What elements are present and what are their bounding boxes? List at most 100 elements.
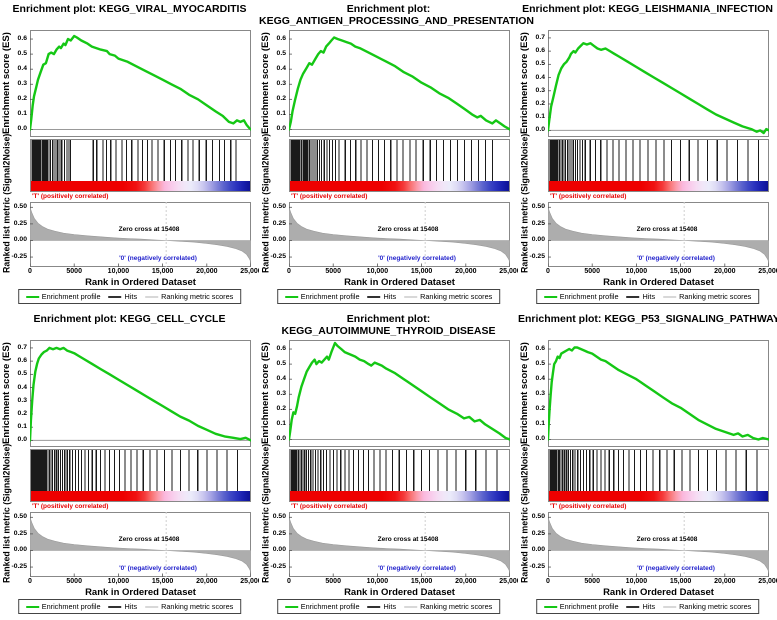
hits-plot xyxy=(290,140,493,181)
es-tick-label: 0.7 xyxy=(535,33,545,41)
enrichment-score-plot xyxy=(289,30,510,137)
es-tick-label: 0.0 xyxy=(535,435,545,443)
es-tick-label: 0.3 xyxy=(276,390,286,398)
enrichment-profile-line-swatch xyxy=(25,605,39,608)
panel-title-line1: Enrichment plot: KEGG_VIRAL_MYOCARDITIS xyxy=(12,3,247,15)
x-tick-label: 25,000 xyxy=(499,268,521,275)
es-tick-label: 0.0 xyxy=(17,125,27,133)
ranking-metric-line-swatch xyxy=(145,295,159,298)
es-plot-border xyxy=(289,30,510,137)
x-tick-label: 10,000 xyxy=(366,578,389,585)
legend-label: Enrichment profile xyxy=(559,602,619,611)
x-tick-label: 0 xyxy=(287,578,291,585)
legend-item-enrichment-profile: Enrichment profile xyxy=(284,292,360,301)
es-tick-label: 0.2 xyxy=(276,95,286,103)
rank-y-tick-labels: 0.50 0.25 0.00 -0.25 xyxy=(530,512,547,577)
rank-metric-plot xyxy=(30,512,251,577)
gsea-enrichment-panel: Enrichment plot: KEGG_VIRAL_MYOCARDITIS … xyxy=(0,0,262,310)
gsea-enrichment-panel: Enrichment plot: KEGG_ANTIGEN_PROCESSING… xyxy=(259,0,534,310)
es-tick-label: 0.2 xyxy=(276,405,286,413)
hits-line-swatch xyxy=(626,605,640,608)
x-axis-label: Rank in Ordered Dataset xyxy=(344,587,455,598)
legend-item-ranking-metric: Ranking metric scores xyxy=(663,602,751,611)
x-tick-label: 20,000 xyxy=(714,578,736,585)
x-tick-labels: 0 5000 10,000 15,000 20,000 25,000 xyxy=(287,268,521,277)
rank-metric-area xyxy=(289,517,510,573)
rank-tick-label: 0.00 xyxy=(272,236,286,244)
es-tick-label: 0.6 xyxy=(535,345,545,353)
es-tick-label: 0.1 xyxy=(276,110,286,118)
legend: Enrichment profile Hits Ranking metric s… xyxy=(276,599,501,614)
legend-label: Enrichment profile xyxy=(41,292,101,301)
rank-tick-label: 0.25 xyxy=(531,219,545,227)
ranking-metric-line-swatch xyxy=(663,605,677,608)
x-tick-label: 15,000 xyxy=(151,578,174,585)
legend-item-enrichment-profile: Enrichment profile xyxy=(543,292,619,301)
rank-tick-label: 0.50 xyxy=(531,513,545,521)
rank-tick-label: 0.00 xyxy=(531,236,545,244)
es-y-tick-labels: 0.0 0.1 0.2 0.3 0.4 0.5 0.6 0.7 xyxy=(530,30,547,137)
legend-item-ranking-metric: Ranking metric scores xyxy=(145,292,233,301)
enrichment-score-plot xyxy=(30,30,251,137)
legend-item-ranking-metric: Ranking metric scores xyxy=(404,292,492,301)
es-tick-label: 0.1 xyxy=(535,113,545,121)
es-tick-label: 0.4 xyxy=(276,375,286,383)
x-axis-label: Rank in Ordered Dataset xyxy=(344,277,455,288)
enrichment-score-plot xyxy=(548,30,769,137)
rank-metric-plot xyxy=(30,202,251,267)
ranking-metric-line-swatch xyxy=(404,605,418,608)
es-tick-label: 0.2 xyxy=(17,409,27,417)
legend-item-enrichment-profile: Enrichment profile xyxy=(25,602,101,611)
es-tick-label: 0.0 xyxy=(17,436,27,444)
phenotype-gradient-bar xyxy=(31,491,250,501)
x-tick-label: 5000 xyxy=(66,268,82,275)
hits-and-phenotype-box xyxy=(548,139,769,192)
panel-title-line2: KEGG_ANTIGEN_PROCESSING_AND_PRESENTATION xyxy=(259,15,534,27)
x-tick-label: 0 xyxy=(546,578,550,585)
rank-tick-label: 0.00 xyxy=(531,546,545,554)
x-tick-label: 15,000 xyxy=(151,268,174,275)
legend-item-hits: Hits xyxy=(108,292,138,301)
x-tick-label: 10,000 xyxy=(366,268,389,275)
legend-label: Enrichment profile xyxy=(300,602,360,611)
x-tick-label: 0 xyxy=(28,578,32,585)
enrichment-profile-line-swatch xyxy=(25,295,39,298)
gsea-enrichment-panel: Enrichment plot: KEGG_AUTOIMMUNE_THYROID… xyxy=(259,310,521,620)
enrichment-score-plot xyxy=(548,340,769,447)
rank-tick-label: 0.50 xyxy=(531,203,545,211)
es-tick-label: 0.1 xyxy=(276,420,286,428)
hits-line-swatch xyxy=(367,295,381,298)
x-axis-label: Rank in Ordered Dataset xyxy=(603,277,714,288)
negatively-correlated-label: '0' (negatively correlated) xyxy=(119,565,197,572)
rank-tick-label: 0.00 xyxy=(13,546,27,554)
x-tick-labels: 0 5000 10,000 15,000 20,000 25,000 xyxy=(28,268,262,277)
rank-metric-area xyxy=(30,207,251,263)
negatively-correlated-label: '0' (negatively correlated) xyxy=(119,255,197,262)
es-tick-label: 0.3 xyxy=(17,396,27,404)
rank-y-tick-labels: 0.50 0.25 0.00 -0.25 xyxy=(530,202,547,267)
rank-tick-label: 0.50 xyxy=(272,203,286,211)
es-tick-label: 0.2 xyxy=(535,99,545,107)
enrichment-profile-line-swatch xyxy=(543,605,557,608)
x-tick-labels: 0 5000 10,000 15,000 20,000 25,000 xyxy=(546,268,777,277)
es-tick-label: 0.0 xyxy=(276,435,286,443)
rank-y-tick-labels: 0.50 0.25 0.00 -0.25 xyxy=(12,202,29,267)
positively-correlated-label: 'T' (positively correlated) xyxy=(550,503,627,510)
legend-label: Hits xyxy=(124,292,138,301)
x-tick-label: 20,000 xyxy=(455,578,477,585)
x-tick-label: 5000 xyxy=(325,578,341,585)
x-tick-label: 0 xyxy=(546,268,550,275)
rank-y-tick-labels: 0.50 0.25 0.00 -0.25 xyxy=(12,512,29,577)
legend-item-hits: Hits xyxy=(367,602,396,611)
rank-metric-plot xyxy=(289,202,510,267)
rank-y-tick-labels: 0.50 0.25 0.00 -0.25 xyxy=(271,202,288,267)
x-tick-label: 15,000 xyxy=(669,268,692,275)
panel-title-line1: Enrichment plot: KEGG_CELL_CYCLE xyxy=(33,313,226,325)
es-tick-label: 0.6 xyxy=(535,47,545,55)
rank-metric-plot xyxy=(548,202,769,267)
es-tick-label: 0.4 xyxy=(17,65,27,73)
legend: Enrichment profile Hits Ranking metric s… xyxy=(535,599,760,614)
enrichment-score-curve xyxy=(548,346,769,441)
phenotype-gradient-bar xyxy=(290,181,509,191)
negatively-correlated-label: '0' (negatively correlated) xyxy=(637,255,715,262)
